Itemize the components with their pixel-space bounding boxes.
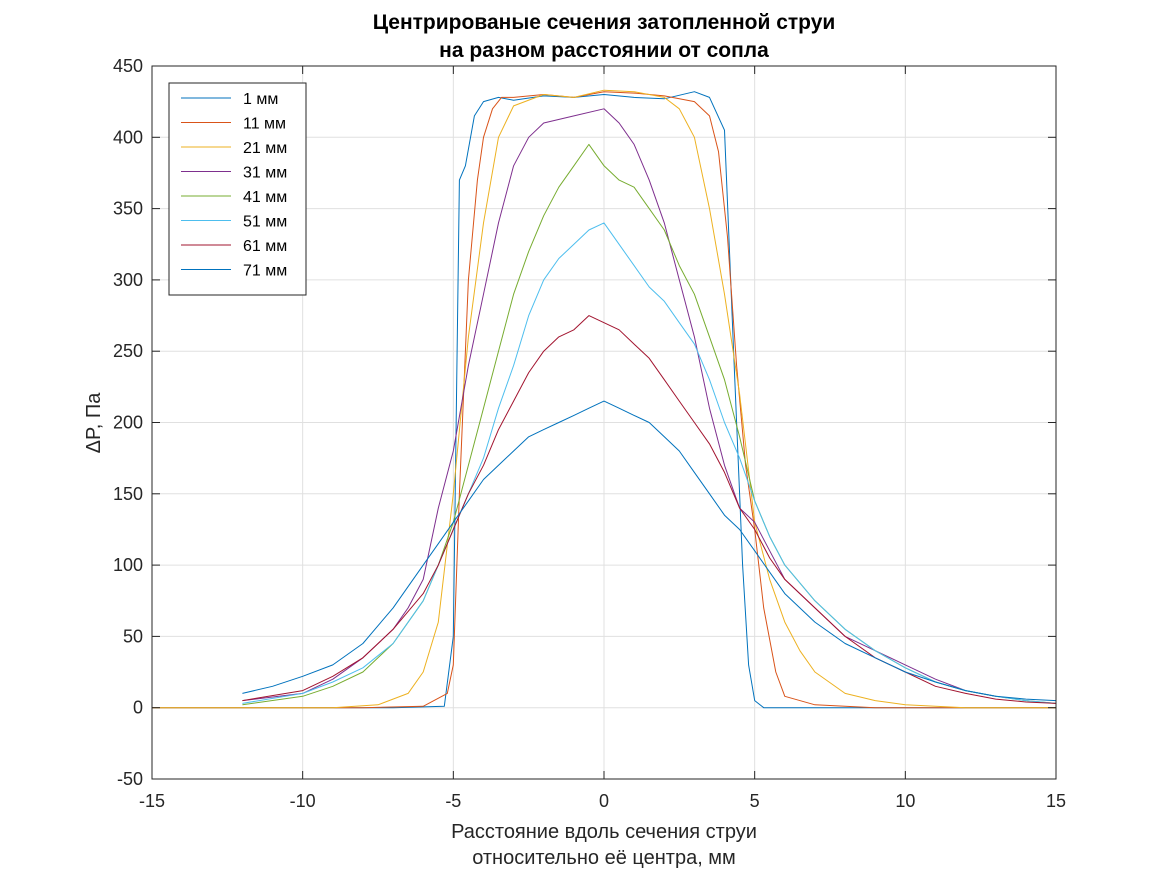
y-tick-label: 250	[113, 341, 143, 361]
legend: 1 мм 11 мм 21 мм 31 мм 41 мм 51 мм 61 мм 71 мм	[168, 82, 307, 296]
x-tick-label: 0	[599, 791, 609, 811]
series-line-3	[152, 89, 1056, 709]
legend-label: 41 мм	[243, 189, 287, 206]
y-tick-label: 50	[123, 626, 143, 646]
y-tick-label: 300	[113, 270, 143, 290]
x-axis-label-line-2: относительно её центра, мм	[472, 847, 736, 869]
y-tick-label: 200	[113, 413, 143, 433]
x-tick-label: -15	[139, 791, 165, 811]
y-tick-label: -50	[117, 769, 143, 789]
legend-label: 31 мм	[243, 165, 287, 182]
y-tick-label: 100	[113, 555, 143, 575]
series-layer	[152, 89, 1057, 709]
x-axis-label-line-1: Расстояние вдоль сечения струи	[451, 821, 757, 843]
x-tick-label: -5	[445, 791, 461, 811]
x-tick-label: 15	[1046, 791, 1066, 811]
x-tick-label: 5	[750, 791, 760, 811]
legend-label: 61 мм	[243, 238, 287, 255]
chart-title-line-2: на разном расстоянии от сопла	[439, 39, 769, 62]
axis-ticks: -15 -10 -5 0 5 10 15-5005010015020025030035040…	[113, 56, 1066, 811]
y-tick-label: 450	[113, 56, 143, 76]
x-tick-label: -10	[290, 791, 316, 811]
series-line-2	[152, 91, 1056, 709]
series-line-4	[242, 108, 996, 702]
legend-label: 11 мм	[243, 116, 286, 133]
series-line-6	[242, 222, 1057, 704]
chart-title-line-1: Центрированые сечения затопленной струи	[373, 11, 836, 34]
series-line-1	[152, 91, 1056, 709]
legend-box	[168, 82, 307, 296]
series-line-5	[242, 143, 1057, 706]
series-line-8	[242, 400, 1057, 702]
y-tick-label: 0	[133, 698, 143, 718]
y-tick-label: 150	[113, 484, 143, 504]
y-tick-label: 350	[113, 199, 143, 219]
legend-label: 1 мм	[243, 91, 278, 108]
series-line-7	[242, 315, 1057, 704]
x-tick-label: 10	[895, 791, 915, 811]
legend-label: 71 мм	[243, 263, 287, 280]
legend-label: 21 мм	[243, 140, 287, 157]
y-axis-label: ΔP, Па	[83, 392, 105, 454]
y-tick-label: 400	[113, 127, 143, 147]
legend-label: 51 мм	[243, 214, 287, 231]
